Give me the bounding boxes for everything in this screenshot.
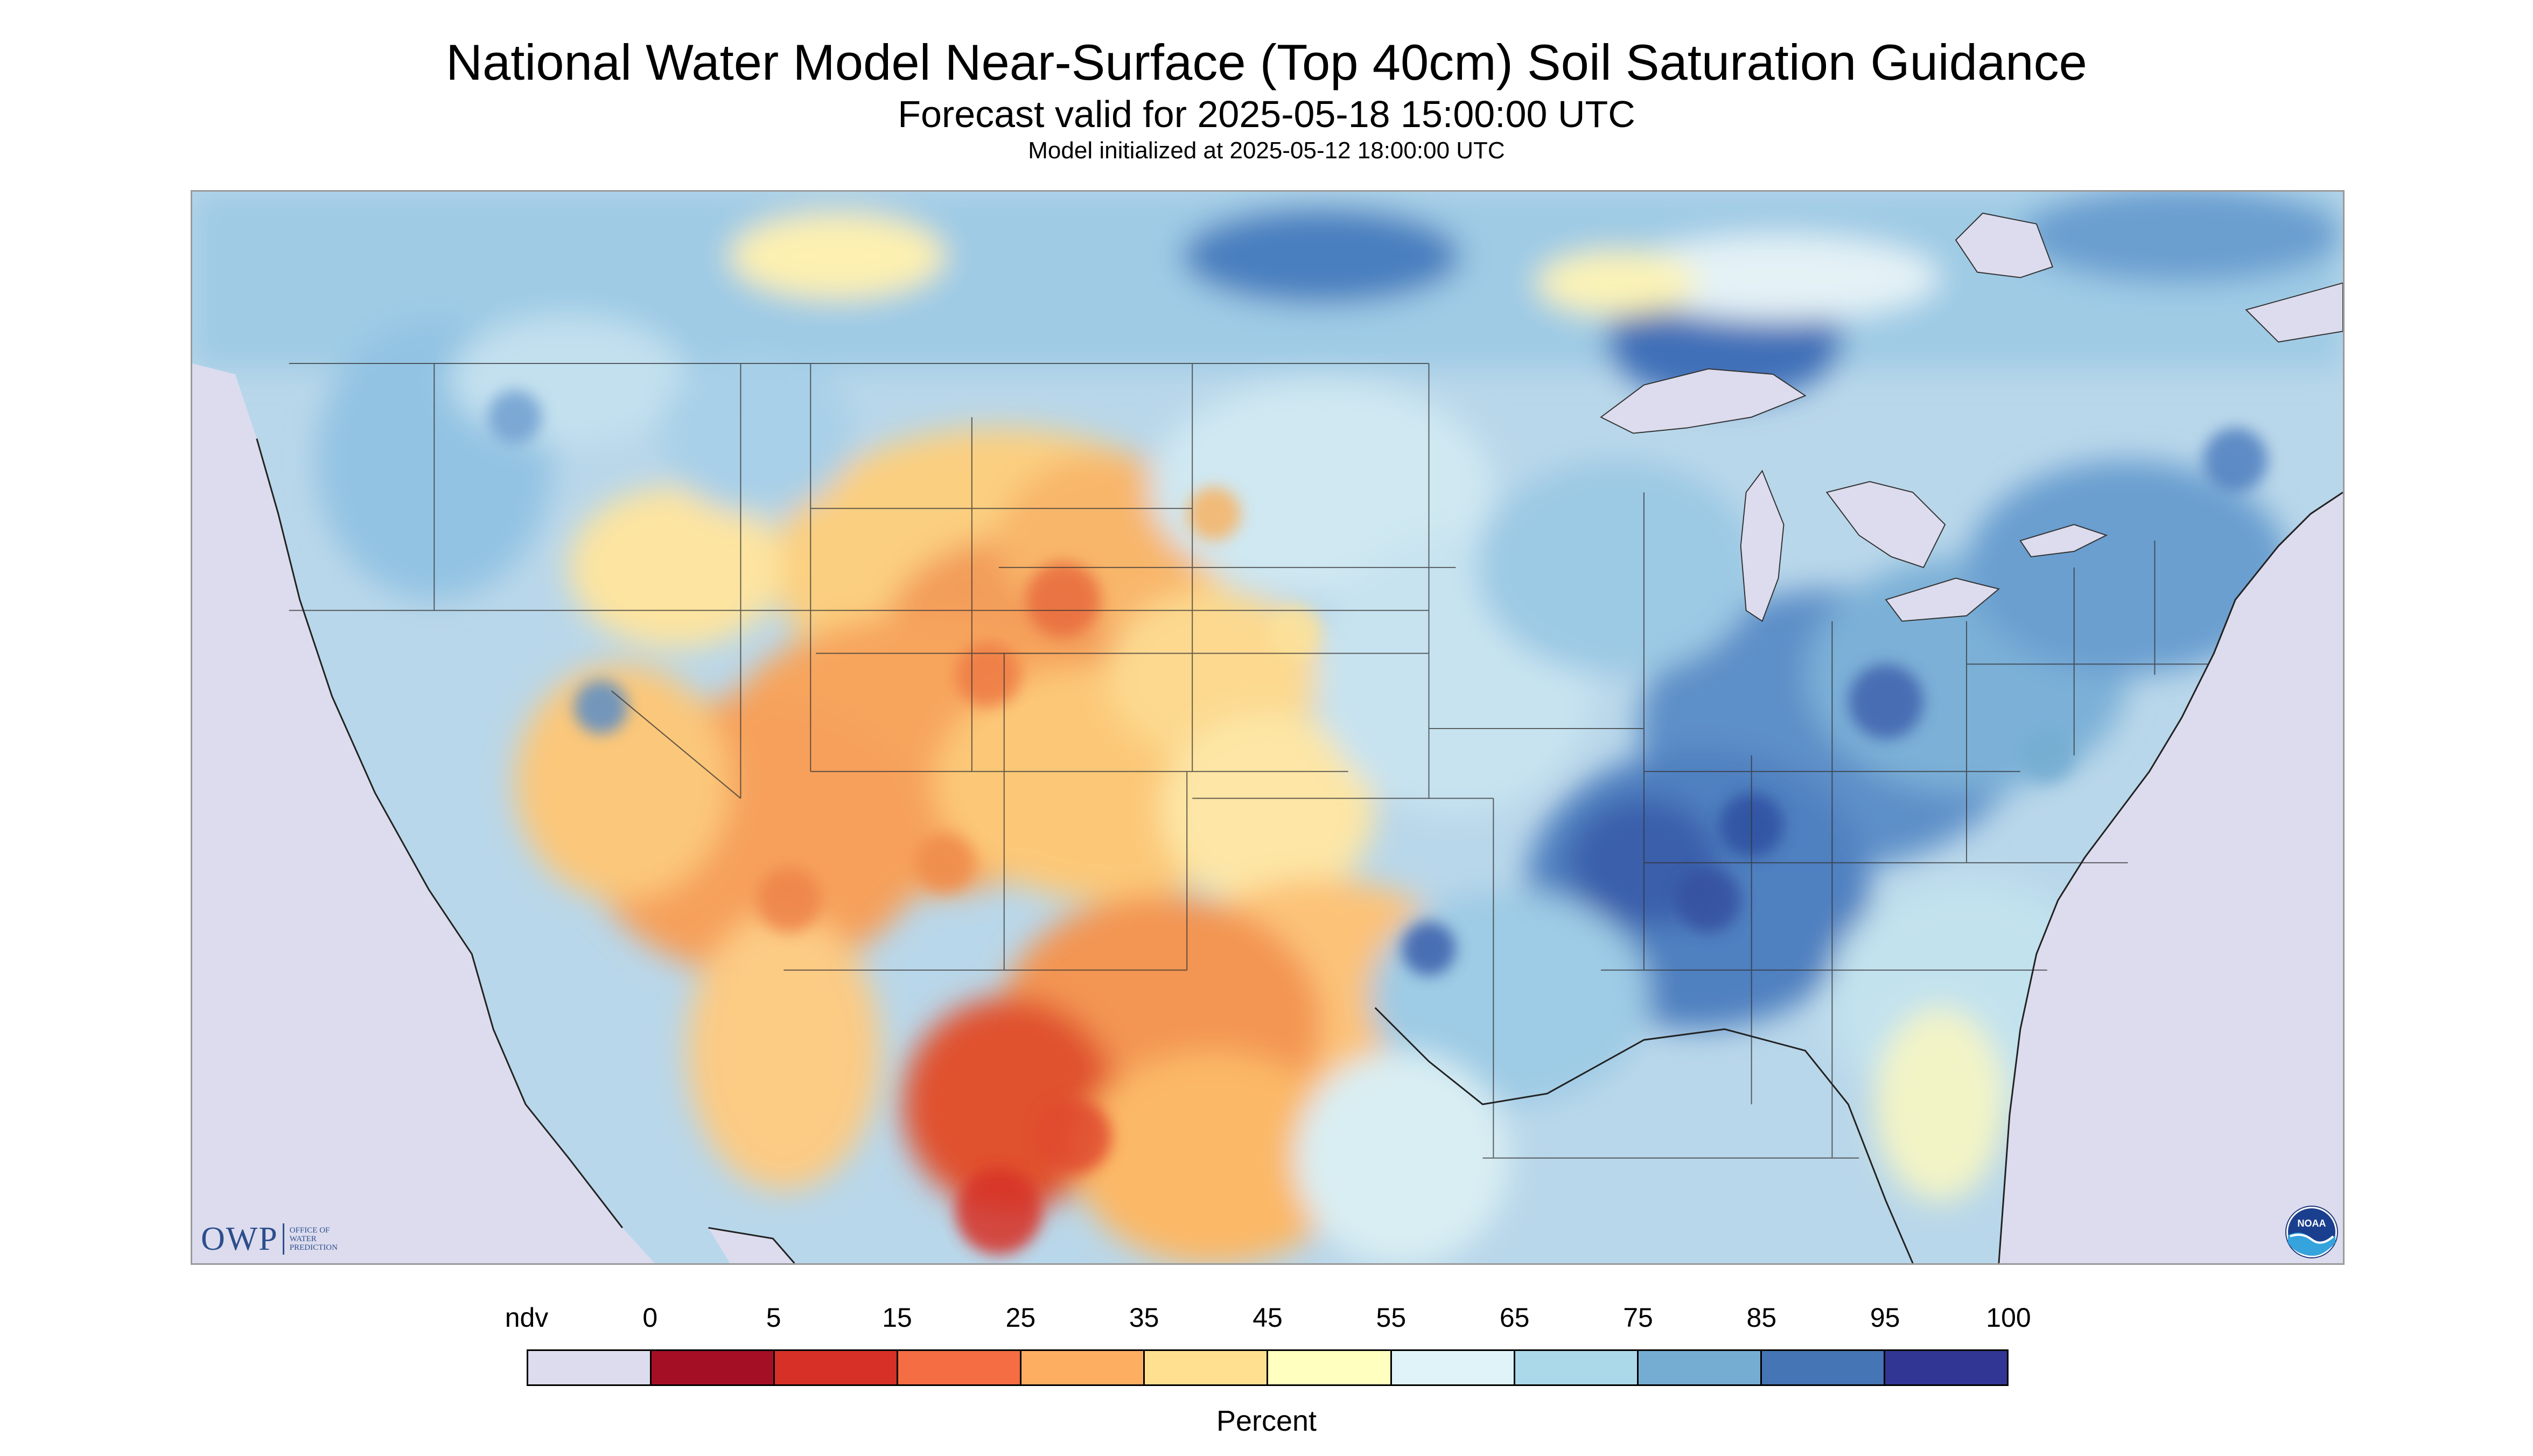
legend-tick-label: 5 (766, 1303, 781, 1333)
legend-tick-label: 95 (1870, 1303, 1900, 1333)
legend-swatch-1 (652, 1351, 775, 1384)
legend-tick-label: 100 (1986, 1303, 2031, 1333)
legend-swatch-2 (775, 1351, 899, 1384)
legend-swatch-5 (1145, 1351, 1269, 1384)
legend-swatch-9 (1638, 1351, 1762, 1384)
forecast-valid-subtitle: Forecast valid for 2025-05-18 15:00:00 U… (898, 93, 1635, 135)
legend-tick-label: 85 (1746, 1303, 1777, 1333)
owp-line-3: Prediction (289, 1243, 338, 1252)
legend-swatch-7 (1391, 1351, 1515, 1384)
legend-tick-label: 45 (1252, 1303, 1283, 1333)
legend-swatch-11 (1885, 1351, 2007, 1384)
model-init-line: Model initialized at 2025-05-12 18:00:00… (1028, 137, 1505, 164)
map-canvas (192, 192, 2343, 1263)
owp-logo-divider (282, 1223, 284, 1255)
legend-tick-label: 0 (642, 1303, 658, 1333)
legend-tick-label: 25 (1005, 1303, 1036, 1333)
legend-tick-label: 35 (1129, 1303, 1159, 1333)
owp-line-1: Office of (289, 1226, 330, 1235)
legend-swatch-8 (1515, 1351, 1639, 1384)
legend-tick-label: 55 (1376, 1303, 1407, 1333)
legend-tick-labels: ndv 0 5 15 25 35 45 55 65 75 85 95 100 (0, 1302, 2533, 1340)
legend-tick-label: 75 (1623, 1303, 1653, 1333)
legend-swatch-6 (1268, 1351, 1392, 1384)
noaa-logo-icon: NOAA (2285, 1206, 2338, 1258)
owp-logo-letters: OWP (201, 1220, 278, 1257)
legend-colorbar (527, 1349, 2009, 1386)
legend-tick-label: 65 (1499, 1303, 1530, 1333)
legend-swatch-0 (528, 1351, 652, 1384)
legend-swatch-10 (1761, 1351, 1885, 1384)
owp-line-2: Water (289, 1235, 317, 1243)
legend-unit-label: Percent (1216, 1405, 1317, 1437)
soil-saturation-map: OWP Office of Water Prediction NOAA (191, 190, 2345, 1265)
legend-swatch-3 (898, 1351, 1022, 1384)
owp-logo-subtext: Office of Water Prediction (290, 1226, 338, 1252)
legend-swatch-4 (1021, 1351, 1145, 1384)
svg-text:NOAA: NOAA (2298, 1218, 2326, 1229)
legend-tick-label: 15 (882, 1303, 912, 1333)
owp-logo: OWP Office of Water Prediction (201, 1220, 338, 1258)
legend-tick-label: ndv (505, 1303, 549, 1333)
map-title: National Water Model Near-Surface (Top 4… (446, 34, 2087, 90)
